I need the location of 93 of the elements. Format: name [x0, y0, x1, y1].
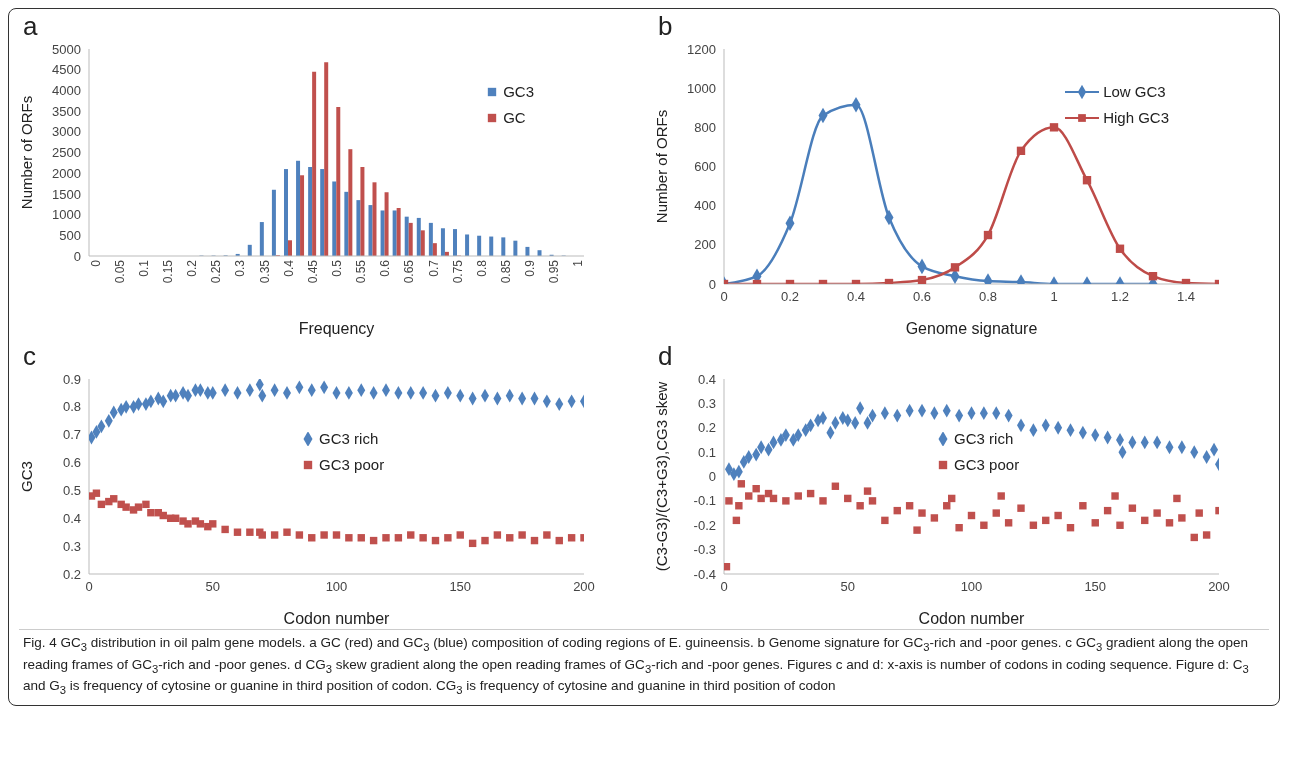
x-axis-title: Genome signature — [905, 320, 1038, 337]
x-axis-title: Codon number — [283, 610, 391, 627]
y-tick-label: 0.3 — [62, 538, 81, 554]
legend-label: GC3 rich — [319, 429, 379, 449]
x-tick-label: 1 — [1050, 289, 1058, 305]
legend-label: High GC3 — [1103, 108, 1169, 128]
y-tick-label: 200 — [694, 237, 716, 253]
x-tick-label: 0.65 — [402, 259, 417, 284]
x-tick-label: 150 — [449, 579, 472, 595]
y-tick-label: 1200 — [687, 41, 716, 57]
x-tick-label: 150 — [1084, 579, 1107, 595]
x-tick-label: 100 — [325, 579, 348, 595]
y-tick-label: 3000 — [52, 124, 81, 140]
y-tick-label: 3500 — [52, 103, 81, 119]
legend-label: GC3 rich — [954, 429, 1014, 449]
chart-title: d — [658, 341, 673, 372]
x-tick-label: 0.7 — [426, 259, 441, 277]
y-axis-title: (C3-G3)/(C3+G3),CG3 skew — [653, 381, 671, 572]
x-tick-label: 200 — [573, 579, 595, 595]
x-tick-label: 0 — [720, 289, 728, 305]
y-tick-label: 4500 — [52, 62, 81, 78]
y-axis-title: Number of ORFs — [653, 109, 671, 224]
y-tick-label: 0.3 — [697, 395, 716, 411]
y-axis-title: Number of ORFs — [18, 95, 36, 210]
y-tick-label: 0.4 — [697, 371, 716, 387]
x-tick-label: 0.4 — [846, 289, 866, 305]
x-tick-label: 0.8 — [978, 289, 998, 305]
x-axis-title: Frequency — [298, 320, 375, 337]
x-tick-label: 0.6 — [378, 259, 393, 277]
y-tick-label: 2500 — [52, 145, 81, 161]
y-tick-label: 400 — [694, 198, 716, 214]
x-tick-label: 0.3 — [233, 259, 248, 277]
y-tick-label: 0.7 — [62, 427, 81, 443]
x-tick-label: 0 — [720, 579, 728, 595]
y-tick-label: 0.1 — [697, 444, 716, 460]
x-tick-label: 0 — [85, 579, 93, 595]
x-tick-label: 1 — [571, 259, 586, 267]
x-tick-label: 0.4 — [281, 259, 296, 277]
x-tick-label: 0.75 — [450, 259, 465, 284]
x-tick-label: 0.35 — [257, 259, 272, 284]
x-tick-label: 0.15 — [161, 259, 175, 284]
x-tick-label: 0.55 — [354, 259, 369, 284]
x-tick-label: 100 — [960, 579, 983, 595]
x-tick-label: 1.4 — [1176, 289, 1196, 305]
chart-title: b — [658, 11, 673, 42]
x-tick-label: 0.9 — [523, 259, 538, 277]
y-tick-label: 0 — [708, 469, 716, 485]
y-tick-label: 0.9 — [62, 371, 81, 387]
x-tick-label: 0.85 — [499, 259, 514, 284]
x-tick-label: 0.45 — [305, 259, 320, 284]
y-tick-label: 0.5 — [62, 483, 81, 499]
x-tick-label: 0.2 — [185, 259, 200, 277]
legend-label: GC3 — [503, 82, 534, 102]
x-tick-label: 50 — [840, 579, 855, 595]
x-tick-label: 0.25 — [209, 259, 224, 284]
y-tick-label: -0.1 — [693, 493, 716, 509]
y-tick-label: 500 — [59, 227, 81, 243]
x-tick-label: 200 — [1208, 579, 1230, 595]
y-tick-label: 2000 — [52, 165, 81, 181]
chart-title: c — [23, 341, 36, 372]
legend-label: Low GC3 — [1103, 82, 1166, 102]
x-tick-label: 0.6 — [912, 289, 932, 305]
y-tick-label: 600 — [694, 159, 716, 175]
y-tick-label: 1000 — [52, 207, 81, 223]
y-tick-label: 0.4 — [62, 510, 81, 526]
x-tick-label: 0.2 — [780, 289, 800, 305]
y-tick-label: 0.6 — [62, 455, 81, 471]
y-tick-label: -0.2 — [693, 517, 716, 533]
y-axis-title: GC3 — [18, 461, 36, 492]
x-axis-title: Codon number — [918, 610, 1026, 627]
x-tick-label: 0 — [88, 259, 103, 267]
x-tick-label: 0.95 — [547, 259, 562, 284]
y-tick-label: 0.2 — [697, 420, 716, 436]
x-tick-label: 50 — [205, 579, 220, 595]
y-tick-label: 5000 — [52, 41, 81, 57]
text: Fig. 4 GC$_{3}$ distribution in oil palm gene models. a GC (red) and GC$_{3}$ (blue) composition of coding regions of E. guineensis. b Genome signature for GC$_{3}$-rich and -poor genes. c GC$_{3}$ gradient along the open reading frames of GC$_{3}$-rich and -poor genes. d CG$_{3}$ skew gradient along the open reading frames of GC$_{3}$-rich and -poor genes. Figures c and d: x-axis is number of codons in coding sequence. Figure d: C$_{3}$ and G$_{3}$ is frequency of cytosine or guanine in third position of codon. CG$_{3}$ is frequency of cytosine and guanine in third position of codon — [23, 635, 1249, 697]
y-tick-label: 0.2 — [62, 566, 81, 582]
legend-label: GC3 poor — [319, 455, 385, 475]
x-tick-label: 1.2 — [1110, 289, 1130, 305]
chart-title: a — [23, 11, 38, 42]
y-tick-label: 0.8 — [62, 399, 81, 415]
y-tick-label: -0.3 — [693, 542, 716, 558]
y-tick-label: -0.4 — [693, 566, 716, 582]
x-tick-label: 0.05 — [112, 259, 127, 284]
y-tick-label: 800 — [694, 119, 716, 135]
x-tick-label: 0.1 — [136, 259, 151, 277]
y-tick-label: 4000 — [52, 83, 81, 99]
y-tick-label: 1000 — [687, 80, 716, 96]
x-tick-label: 0.5 — [330, 259, 345, 277]
y-tick-label: 1500 — [52, 186, 81, 202]
legend-label: GC3 poor — [954, 455, 1020, 475]
legend-label: GC — [503, 108, 526, 128]
x-tick-label: 0.8 — [474, 259, 489, 277]
